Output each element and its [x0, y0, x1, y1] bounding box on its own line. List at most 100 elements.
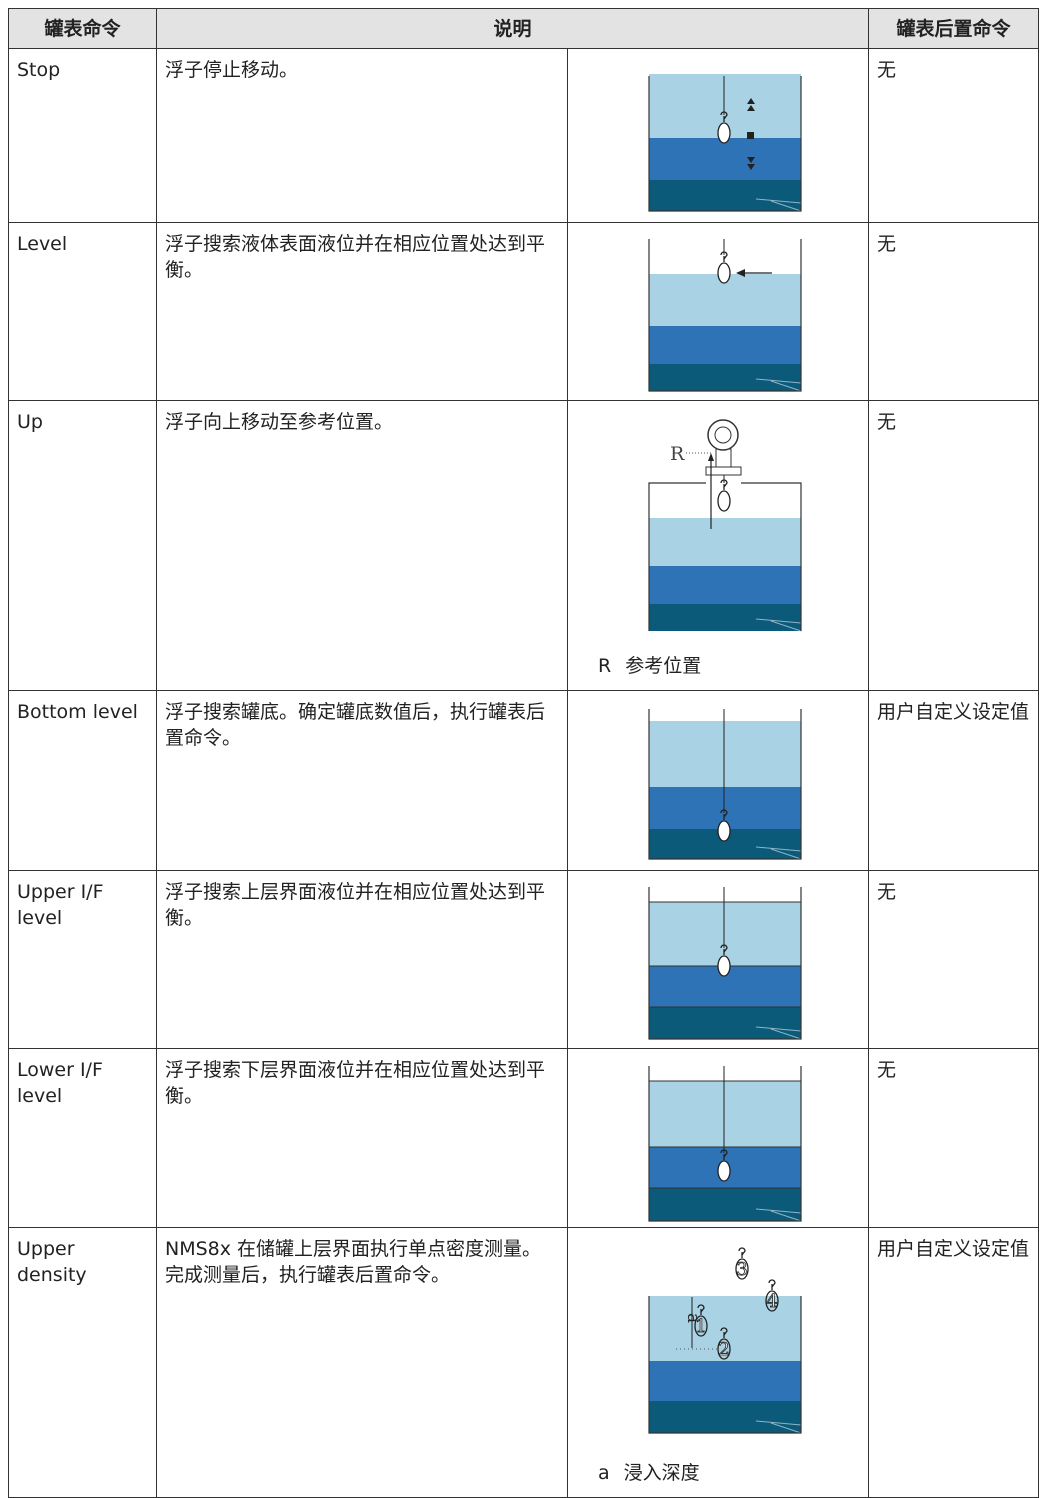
reference-arrow-head [708, 453, 714, 461]
float [694, 1315, 708, 1337]
post-command-cell: 无 [868, 400, 1040, 691]
float-hook [720, 479, 728, 490]
figure-cell [566, 870, 870, 1049]
table-row: Up 浮子向上移动至参考位置。 R R 参考位置 无 [8, 400, 1040, 691]
tank-diagram [648, 709, 802, 860]
float-hook [720, 1149, 728, 1160]
tank-floor-mark [755, 198, 802, 212]
layer-upper [649, 721, 801, 787]
tank-wall [648, 1066, 802, 1222]
gauge-neck [715, 448, 732, 468]
description-cell: 浮子搜索液体表面液位并在相应位置处达到平衡。 [156, 222, 568, 401]
layer-middle [649, 1361, 801, 1401]
layer-bottom [649, 364, 801, 391]
command-cell: Upper I/F level [8, 870, 157, 1049]
arrow-head [736, 269, 745, 277]
float [717, 262, 731, 284]
figure-cell: R R 参考位置 [566, 400, 870, 691]
command-cell: Bottom level [8, 690, 157, 871]
tank-diagram [648, 887, 802, 1040]
tank-floor-mark [755, 1026, 802, 1040]
float [717, 955, 731, 977]
layer-bottom [649, 180, 801, 211]
figure-cell [566, 48, 870, 223]
legend-text: 参考位置 [625, 655, 702, 677]
float [717, 820, 731, 842]
layer-upper [649, 1081, 801, 1147]
header-cell: 罐表后置命令 [868, 8, 1040, 49]
float [735, 1258, 749, 1280]
layer-middle [649, 326, 801, 364]
float [765, 1290, 779, 1312]
legend-key: R [598, 655, 612, 677]
gauge-window [714, 426, 732, 444]
description-cell: 浮子向上移动至参考位置。 [156, 400, 568, 691]
layer-upper [649, 902, 801, 966]
table-row: Bottom level 浮子搜索罐底。确定罐底数值后，执行罐表后置命令。 用户自定… [8, 690, 1040, 871]
float-label: 4 [766, 1291, 777, 1312]
legend-text: 浸入深度 [623, 1462, 700, 1484]
description-cell: 浮子搜索上层界面液位并在相应位置处达到平衡。 [156, 870, 568, 1049]
stop-mark [747, 132, 754, 139]
float-hook [738, 1247, 746, 1258]
table-row: Upper density NMS8x 在储罐上层界面执行单点密度测量。完成测量后… [8, 1227, 1040, 1498]
layer-middle [649, 566, 801, 604]
post-command-cell: 用户自定义设定值 [868, 690, 1040, 871]
table-row: Stop 浮子停止移动。 无 [8, 48, 1040, 223]
float-label: 1 [695, 1316, 706, 1337]
float-hook [768, 1279, 776, 1290]
layer-bottom [649, 1007, 801, 1039]
layer-middle [649, 138, 801, 180]
tank-floor-mark [755, 618, 802, 632]
description-cell: 浮子搜索罐底。确定罐底数值后，执行罐表后置命令。 [156, 690, 568, 871]
layer-upper [649, 518, 801, 566]
table-row: Upper I/F level 浮子搜索上层界面液位并在相应位置处达到平衡。 无 [8, 870, 1040, 1049]
post-command-cell: 无 [868, 1048, 1040, 1228]
tank-floor-mark [755, 378, 802, 392]
float-hook [720, 111, 728, 122]
post-command-cell: 用户自定义设定值 [868, 1227, 1040, 1498]
description-cell: NMS8x 在储罐上层界面执行单点密度测量。完成测量后，执行罐表后置命令。 [156, 1227, 568, 1498]
figure-cell [566, 690, 870, 871]
command-cell: Level [8, 222, 157, 401]
command-cell: Stop [8, 48, 157, 223]
legend-key: a [598, 1462, 610, 1484]
tank-wall [648, 239, 802, 392]
table-row: Lower I/F level 浮子搜索下层界面液位并在相应位置处达到平衡。 无 [8, 1048, 1040, 1228]
figure-cell [566, 222, 870, 401]
description-cell: 浮子搜索下层界面液位并在相应位置处达到平衡。 [156, 1048, 568, 1228]
layer-bottom [649, 1188, 801, 1221]
figure-legend: a 浸入深度 [598, 1460, 700, 1486]
tank-wall [648, 887, 802, 1040]
arrow-up [747, 98, 755, 111]
table-body: Stop 浮子停止移动。无 Level 浮子搜索液体表面液位并在相应位置处达到平衡。无… [8, 48, 1040, 1498]
float-label: 3 [736, 1259, 747, 1280]
tank-floor-mark [755, 1420, 802, 1434]
figure-label: R [670, 443, 685, 465]
header-cell: 罐表命令 [8, 8, 157, 49]
tank-diagram [648, 239, 802, 392]
post-command-cell: 无 [868, 48, 1040, 223]
header-cell: 说明 [155, 8, 870, 49]
command-cell: Up [8, 400, 157, 691]
command-cell: Upper density [8, 1227, 157, 1498]
float-hook [720, 251, 728, 262]
tank-floor-mark [755, 846, 802, 860]
post-command-cell: 无 [868, 222, 1040, 401]
tank-diagram: R [648, 419, 802, 632]
command-cell: Lower I/F level [8, 1048, 157, 1228]
float-hook [697, 1304, 705, 1315]
description-cell: 浮子停止移动。 [156, 48, 568, 223]
layer-bottom [649, 604, 801, 631]
tank-diagram: 12 34 a [648, 1247, 802, 1434]
command-table: 罐表命令 说明 罐表后置命令 Stop 浮子停止移动。无 Level 浮子搜索液体表面… [8, 8, 1040, 1498]
tank-wall [648, 76, 802, 212]
float [717, 1338, 731, 1360]
float-label: 2 [718, 1339, 729, 1360]
tank-diagram [648, 1066, 802, 1222]
tank-wall [648, 1296, 802, 1434]
tank-floor-mark [755, 1208, 802, 1222]
tank-wall [648, 482, 802, 631]
float [717, 122, 731, 144]
